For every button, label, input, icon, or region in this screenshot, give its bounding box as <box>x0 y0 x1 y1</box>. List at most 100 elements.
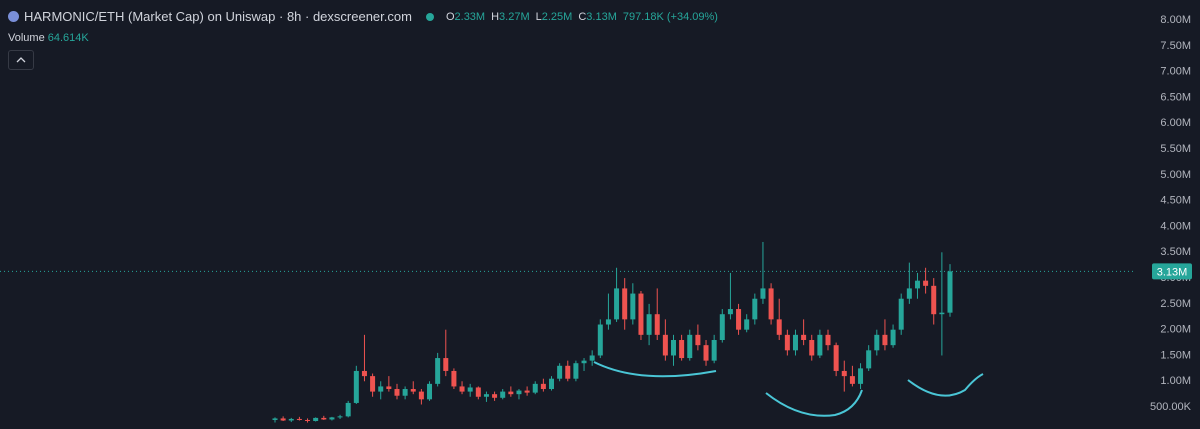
candle-body <box>711 340 717 361</box>
candle-body <box>467 387 473 392</box>
candle-body <box>345 402 351 417</box>
candle-body <box>296 418 302 420</box>
candle-body <box>833 345 839 371</box>
candle-body <box>622 288 628 320</box>
title: HARMONIC/ETH (Market Cap) on Uniswap · 8… <box>24 9 412 24</box>
candle-body <box>492 394 498 398</box>
candle-body <box>394 389 400 396</box>
status-dot <box>425 12 434 21</box>
candle-body <box>898 298 904 330</box>
y-tick-label: 6.50M <box>1160 91 1191 103</box>
candle-body <box>557 365 563 379</box>
y-tick-label: 7.00M <box>1160 66 1191 78</box>
ohlc-value: 2.25M <box>541 10 573 23</box>
ohlc-key: H <box>491 10 500 23</box>
candle-body <box>280 418 286 421</box>
candle-body <box>744 319 750 330</box>
candle-body <box>825 334 831 346</box>
ohlc-key: C <box>578 10 587 23</box>
y-tick-label: 3.50M <box>1160 246 1191 258</box>
candle-body <box>784 334 790 351</box>
candle-body <box>817 334 823 356</box>
candle-body <box>370 376 376 392</box>
y-tick-label: 1.50M <box>1160 349 1191 361</box>
candle-body <box>353 370 359 403</box>
annotation-curve <box>765 389 863 417</box>
collapse-button[interactable] <box>8 50 34 70</box>
candle-body <box>386 386 392 390</box>
ohlc-key: O <box>445 10 455 23</box>
volume-label: Volume <box>8 32 45 44</box>
ohlc-key: L <box>535 10 542 23</box>
candle-body <box>402 389 408 396</box>
y-tick-label: 4.00M <box>1160 220 1191 232</box>
candle-body <box>646 314 652 335</box>
candle-body <box>670 340 676 356</box>
ohlc-value: 2.33M <box>454 10 486 23</box>
y-tick-label: 7.50M <box>1160 40 1191 52</box>
annotation-curve <box>593 361 717 378</box>
candle-body <box>573 363 579 379</box>
ohlc-value: 3.27M <box>499 10 530 23</box>
candle-body <box>792 334 798 351</box>
candle-body <box>923 280 929 286</box>
candle-body <box>727 309 733 315</box>
candle-body <box>906 288 912 299</box>
y-tick-label: 5.50M <box>1160 143 1191 155</box>
y-tick-label: 8.00M <box>1160 14 1191 26</box>
volume: Volume 64.614K <box>8 32 89 44</box>
price-tag <box>1152 263 1192 280</box>
candle-body <box>329 417 335 420</box>
annotation-curve <box>907 373 984 397</box>
candle-body <box>931 285 937 315</box>
candle-body <box>288 418 294 421</box>
candle-body <box>313 417 319 422</box>
candle-body <box>378 386 384 392</box>
candle-body <box>581 360 587 364</box>
candle-body <box>435 358 441 384</box>
candle-body <box>532 383 538 393</box>
candle-body <box>719 314 725 341</box>
candle-body <box>736 309 742 330</box>
candle-body <box>849 376 855 384</box>
candle-body <box>305 419 311 422</box>
candle-body <box>508 391 514 395</box>
candle-body <box>549 378 555 390</box>
token-icon <box>8 11 19 22</box>
candle-body <box>858 368 864 384</box>
candle-body <box>597 324 603 356</box>
candle-body <box>451 370 457 387</box>
candle-body <box>654 314 660 335</box>
plot <box>272 241 953 423</box>
chevron <box>16 57 26 63</box>
candle-body <box>768 288 774 320</box>
candle-body <box>443 358 449 371</box>
candle-body <box>841 370 847 377</box>
y-tick-label: 2.50M <box>1160 298 1191 310</box>
y-tick-label: 6.00M <box>1160 117 1191 129</box>
candle-body <box>752 298 758 320</box>
candle-body <box>321 417 327 420</box>
y-tick-label: 4.50M <box>1160 195 1191 207</box>
candle-body <box>605 319 611 325</box>
y-tick-label: 500.00K <box>1150 401 1192 413</box>
candle-body <box>662 334 668 356</box>
candle-body <box>703 345 709 361</box>
candle-body <box>638 293 644 335</box>
change: 797.18K (+34.09%) <box>622 10 718 23</box>
candle-body <box>866 350 872 369</box>
candle-body <box>614 288 620 320</box>
y-tick-label: 2.00M <box>1160 324 1191 336</box>
ohlc-value: 3.13M <box>586 10 617 23</box>
candle-body <box>947 271 953 313</box>
candle-body <box>361 370 367 377</box>
y-tick-label: 1.00M <box>1160 375 1191 387</box>
candle-body <box>882 334 888 346</box>
candle-body <box>695 334 701 346</box>
y-tick-label: 5.00M <box>1160 169 1191 181</box>
candle-body <box>272 418 278 420</box>
candle-body <box>939 312 945 315</box>
candle-body <box>914 280 920 289</box>
